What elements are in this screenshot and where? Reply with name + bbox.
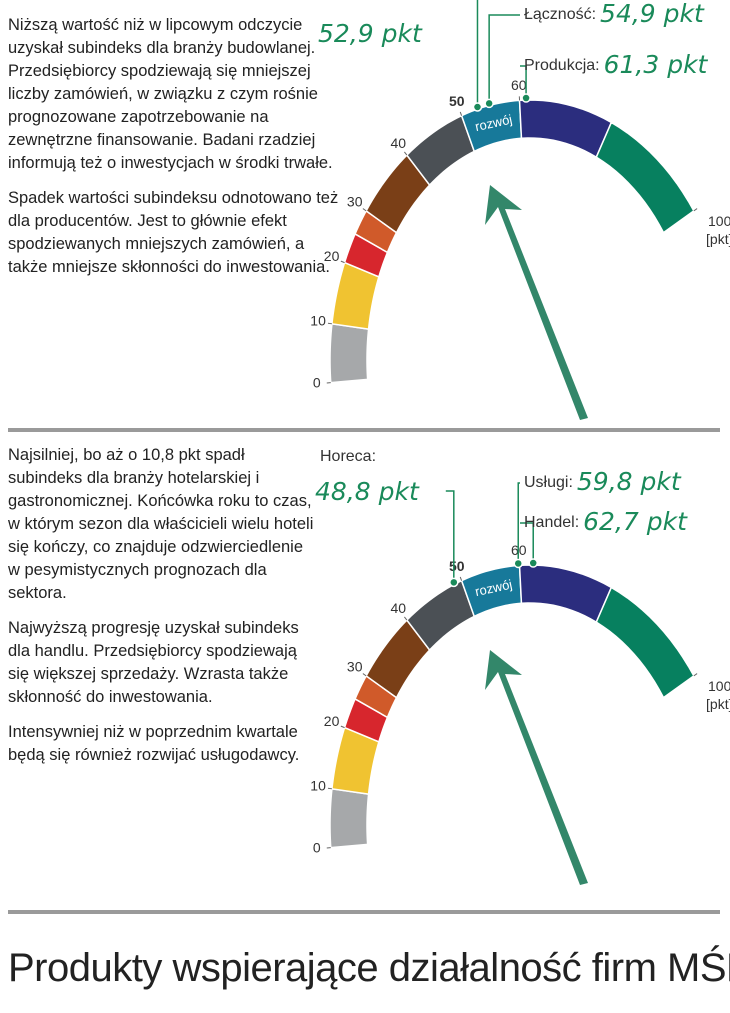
callout-dot (513, 558, 523, 569)
arrow (485, 650, 588, 885)
callout-name: Łączność: (524, 6, 596, 23)
callout-name: Handel: (524, 514, 579, 531)
leader (520, 522, 534, 564)
callout-value: 54,9 pkt (600, 0, 705, 28)
gauge-segment (518, 99, 613, 159)
unit-label: [pkt] (706, 231, 730, 247)
callout-value: 59,8 pkt (577, 467, 682, 496)
paragraph: Spadek wartości subindeksu odnotowano te… (8, 189, 339, 276)
tick-mark (362, 208, 367, 212)
leader (445, 490, 455, 583)
callout-name: Usługi: (524, 474, 573, 491)
tick-label: 40 (390, 600, 406, 616)
text-block: Najsilniej, bo aż o 10,8 pkt spadł subin… (8, 444, 318, 779)
tick-label: 10 (310, 778, 326, 794)
callout-dot (521, 93, 531, 103)
arrow (485, 185, 588, 420)
gauge-segment (329, 787, 370, 849)
tick-label: 20 (324, 248, 340, 264)
gauge-segment (518, 564, 613, 624)
paragraph: Najwyższą progresję uzyskał subindeks dl… (8, 619, 299, 706)
tick-label: 40 (390, 135, 406, 151)
callout-dot (449, 577, 459, 588)
paragraph: Najsilniej, bo aż o 10,8 pkt spadł subin… (8, 446, 314, 602)
callout-dot (472, 102, 483, 112)
tick-label: 10 (310, 313, 326, 329)
text-block: Niższą wartość niż w lipcowym odczycie u… (8, 14, 346, 291)
tick-label: 50 (449, 93, 465, 109)
divider (8, 910, 720, 914)
callout-name: Horeca: (320, 448, 376, 465)
unit-label: [pkt] (706, 696, 730, 712)
callout-dot (484, 98, 494, 109)
tick-label: 0 (313, 840, 321, 856)
tick-mark (340, 260, 345, 264)
heading: Produkty wspierające działalność firm MŚ… (8, 946, 730, 990)
callout-value: 48,8 pkt (315, 477, 420, 506)
tick-mark (693, 673, 698, 677)
divider (8, 428, 720, 432)
leader (520, 65, 527, 99)
tick-mark (693, 208, 698, 212)
tick-label: 20 (324, 713, 340, 729)
tick-mark (404, 151, 408, 156)
tick-label: 100 (708, 213, 730, 229)
tick-mark (327, 322, 333, 325)
callout-value: 61,3 pkt (604, 50, 709, 79)
leader (488, 14, 520, 104)
gauge-segment (595, 586, 695, 699)
callout-name: Produkcja: (524, 57, 600, 74)
tick-label: 0 (313, 375, 321, 391)
tick-label: 30 (347, 659, 363, 675)
tick-label: 100 (708, 678, 730, 694)
tick-label: 50 (449, 558, 465, 574)
tick-label: 60 (511, 77, 527, 93)
paragraph: Niższą wartość niż w lipcowym odczycie u… (8, 16, 333, 172)
callout-value: 52,9 pkt (318, 19, 423, 48)
callout-dot (528, 558, 538, 568)
gauge-segment (595, 121, 695, 234)
callout-value: 62,7 pkt (583, 507, 688, 536)
tick-mark (327, 787, 333, 790)
gauge-segment (329, 322, 370, 384)
tick-mark (459, 576, 463, 581)
tick-label: 30 (347, 194, 363, 210)
leader (517, 482, 520, 564)
tick-mark (404, 616, 408, 621)
tick-mark (459, 111, 463, 116)
tick-mark (362, 673, 367, 677)
tick-mark (340, 725, 345, 729)
paragraph: Intensywniej niż w poprzednim kwartale b… (8, 723, 300, 764)
